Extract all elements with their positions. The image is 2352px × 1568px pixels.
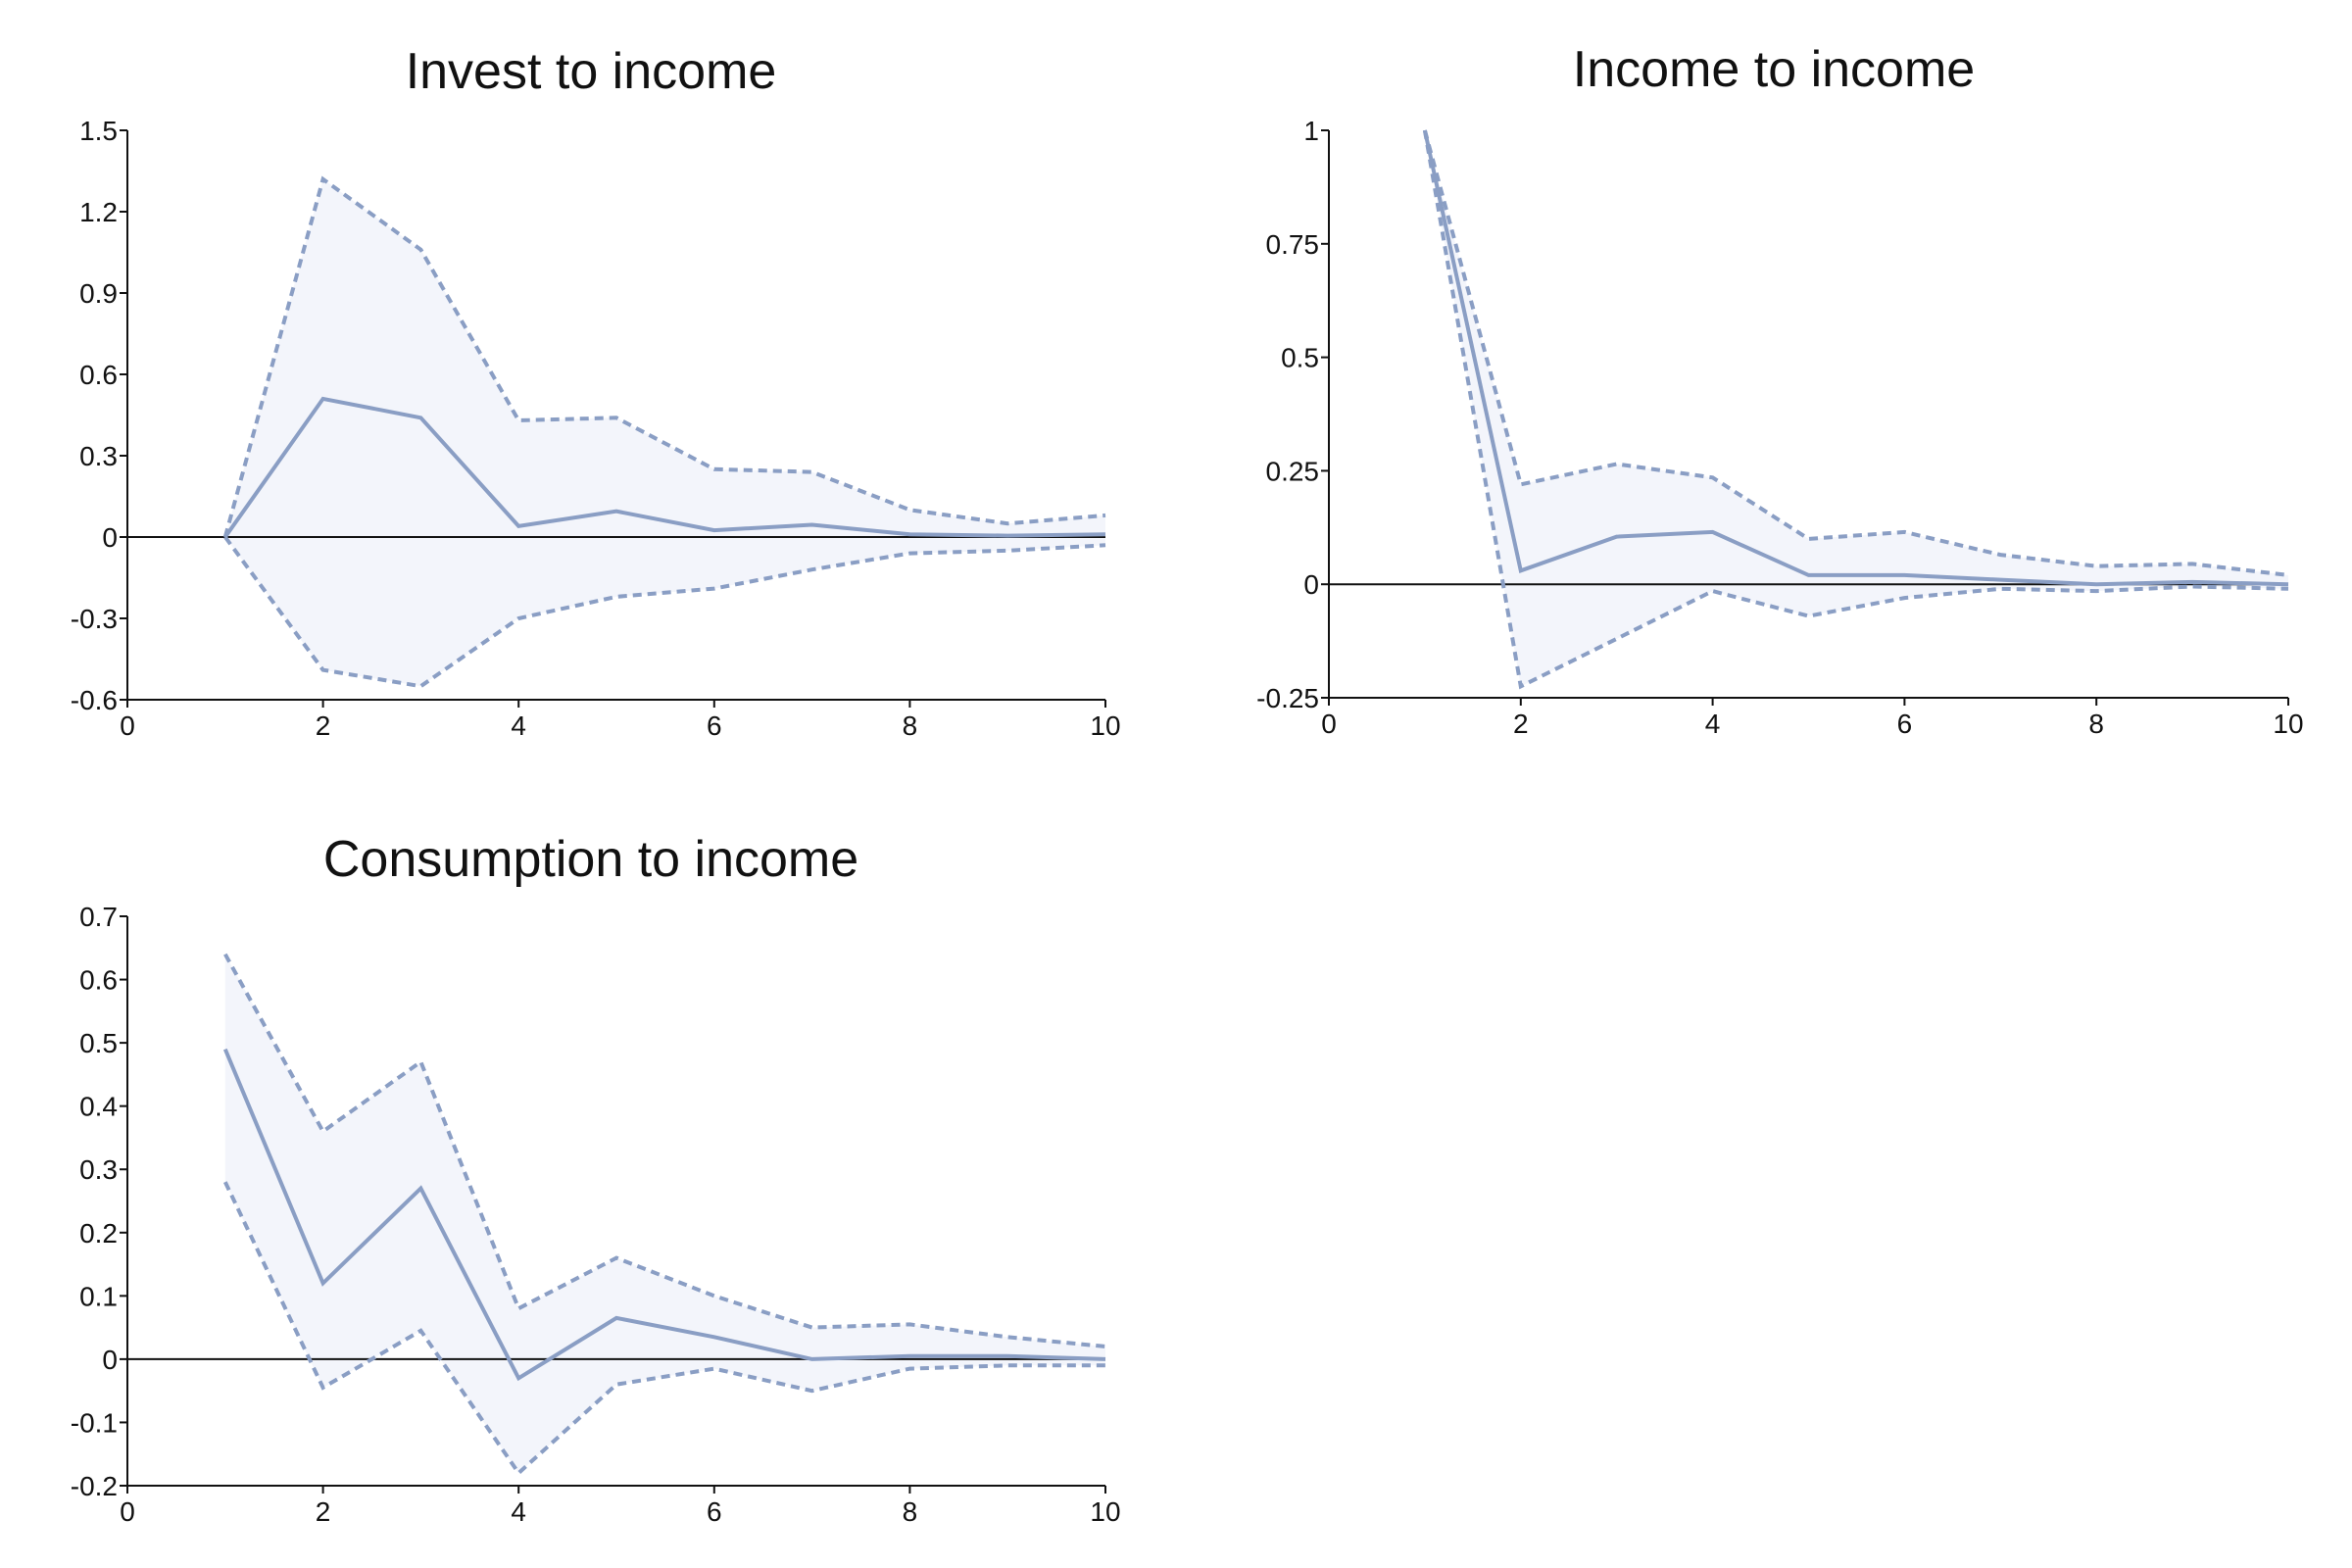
y-tick-label: 0.5 <box>1281 343 1319 373</box>
y-tick-label: -0.3 <box>71 604 118 634</box>
x-tick-label: 10 <box>2273 709 2303 739</box>
y-tick-label: 0.5 <box>79 1028 118 1058</box>
x-tick-label: 4 <box>1705 709 1721 739</box>
y-tick-label: 0.6 <box>79 360 118 390</box>
impulse-response-line <box>1422 129 2289 587</box>
x-tick-label: 8 <box>903 710 918 741</box>
y-tick-label: 0.1 <box>79 1281 118 1311</box>
y-tick-label: 1.5 <box>79 116 118 146</box>
chart-title: Consumption to income <box>323 831 858 888</box>
y-tick-label: 0.3 <box>79 1154 118 1185</box>
lower-bound-line <box>223 535 1106 689</box>
x-tick-label: 4 <box>511 1496 526 1527</box>
y-tick-label: 0 <box>102 1345 118 1375</box>
x-tick-label: 2 <box>316 1496 331 1527</box>
x-tick-label: 2 <box>316 710 331 741</box>
lower-bound-line <box>222 1181 1105 1477</box>
upper-bound-line <box>1422 129 2289 577</box>
x-tick-label: 10 <box>1090 1496 1120 1527</box>
y-tick-label: 0.75 <box>1266 229 1320 260</box>
upper-bound-line <box>223 953 1106 1348</box>
x-tick-label: 6 <box>1897 709 1913 739</box>
x-tick-label: 10 <box>1090 710 1120 741</box>
chart-title: Income to income <box>1573 41 1975 98</box>
confidence-band <box>224 178 1106 687</box>
x-tick-label: 4 <box>511 710 526 741</box>
lower-bound-line <box>1422 129 2289 690</box>
confidence-band <box>1424 130 2288 687</box>
y-tick-label: -0.2 <box>71 1471 118 1501</box>
y-tick-label: 0.2 <box>79 1218 118 1249</box>
y-tick-label: -0.25 <box>1256 683 1319 713</box>
y-tick-label: 0.9 <box>79 278 118 309</box>
x-tick-label: 8 <box>2088 709 2104 739</box>
impulse-response-line <box>222 1048 1106 1382</box>
y-tick-label: 1.2 <box>79 197 118 227</box>
upper-bound-line <box>222 175 1106 538</box>
chart-title: Invest to income <box>406 43 777 100</box>
y-tick-label: 0.4 <box>79 1092 118 1122</box>
x-tick-label: 6 <box>707 1496 722 1527</box>
y-tick-label: -0.1 <box>71 1407 118 1438</box>
x-tick-label: 0 <box>1321 709 1337 739</box>
chart-panel-3: -0.2 -0.1 0 0.1 0.2 0.3 0.4 0.5 0.6 0.7 0 2 4 6 8 10 Con… <box>71 831 1121 1527</box>
y-tick-label: 0 <box>102 522 118 553</box>
y-tick-label: 0.6 <box>79 965 118 996</box>
y-tick-label: -0.6 <box>71 685 118 715</box>
y-tick-label: 0.7 <box>79 902 118 932</box>
x-tick-label: 8 <box>903 1496 918 1527</box>
y-tick-label: 0.3 <box>79 441 118 471</box>
x-tick-label: 0 <box>120 1496 135 1527</box>
confidence-band <box>224 954 1106 1474</box>
impulse-response-line <box>223 396 1106 539</box>
x-tick-label: 6 <box>707 710 722 741</box>
chart-panel-1: -0.6 -0.3 0 0.3 0.6 0.9 1.2 1.5 0 2 4 6 8 10 Invest to… <box>71 43 1121 741</box>
y-tick-label: 0.25 <box>1266 456 1320 486</box>
x-tick-label: 2 <box>1513 709 1529 739</box>
y-tick-label: 1 <box>1303 116 1319 146</box>
x-tick-label: 0 <box>120 710 135 741</box>
y-tick-label: 0 <box>1303 569 1319 600</box>
